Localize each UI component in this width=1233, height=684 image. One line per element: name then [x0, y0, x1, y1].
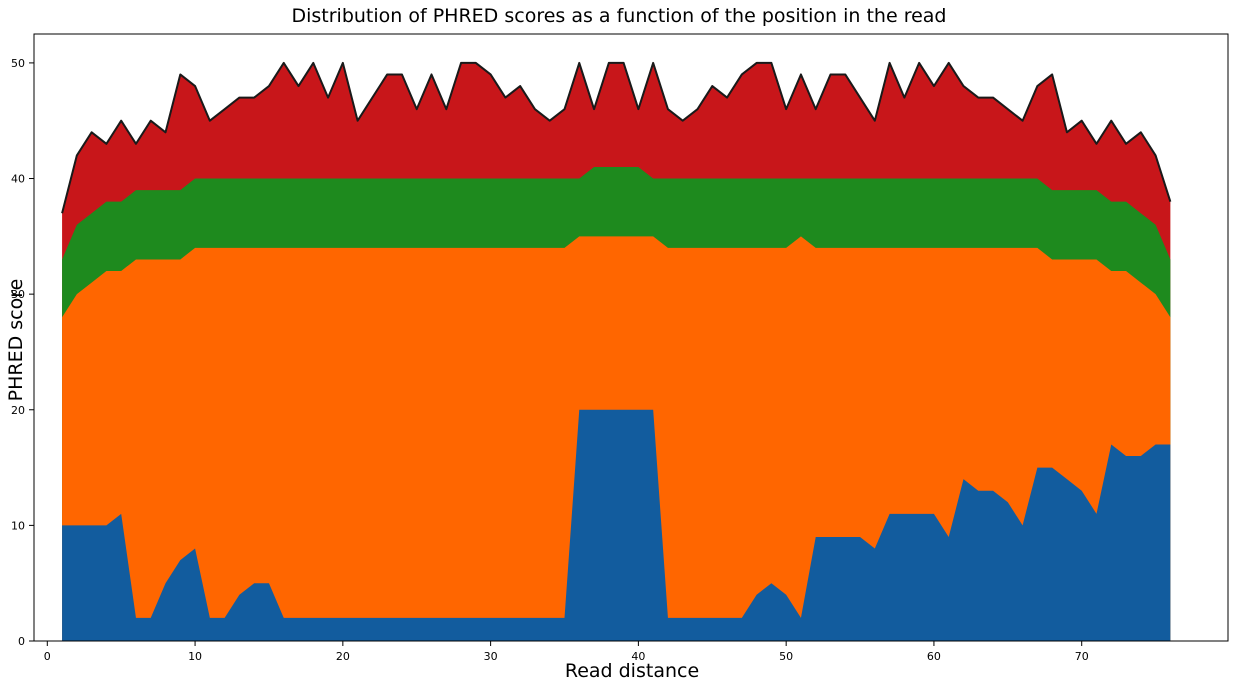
x-tick-label: 20 [336, 650, 350, 663]
y-tick-label: 30 [11, 288, 25, 301]
x-tick-label: 70 [1075, 650, 1089, 663]
y-axis: 0 10 20 30 40 50 [11, 57, 34, 648]
y-tick-label: 40 [11, 173, 25, 186]
chart-title: Distribution of PHRED scores as a functi… [291, 5, 946, 27]
x-axis: 0 10 20 30 40 50 60 70 [44, 641, 1089, 663]
x-tick-label: 40 [631, 650, 645, 663]
y-tick-label: 50 [11, 57, 25, 70]
y-axis-label: PHRED score [5, 279, 27, 402]
x-tick-label: 10 [188, 650, 202, 663]
x-tick-label: 0 [44, 650, 51, 663]
x-axis-label: Read distance [565, 660, 699, 682]
y-tick-label: 20 [11, 404, 25, 417]
series-layer [61, 61, 1172, 642]
line-series-max [61, 61, 1172, 214]
x-tick-label: 50 [779, 650, 793, 663]
y-tick-label: 10 [11, 519, 25, 532]
x-tick-label: 60 [927, 650, 941, 663]
x-tick-label: 30 [484, 650, 498, 663]
y-tick-label: 0 [18, 635, 25, 648]
plot-frame [33, 33, 1229, 642]
area-series-min [62, 409, 1171, 641]
